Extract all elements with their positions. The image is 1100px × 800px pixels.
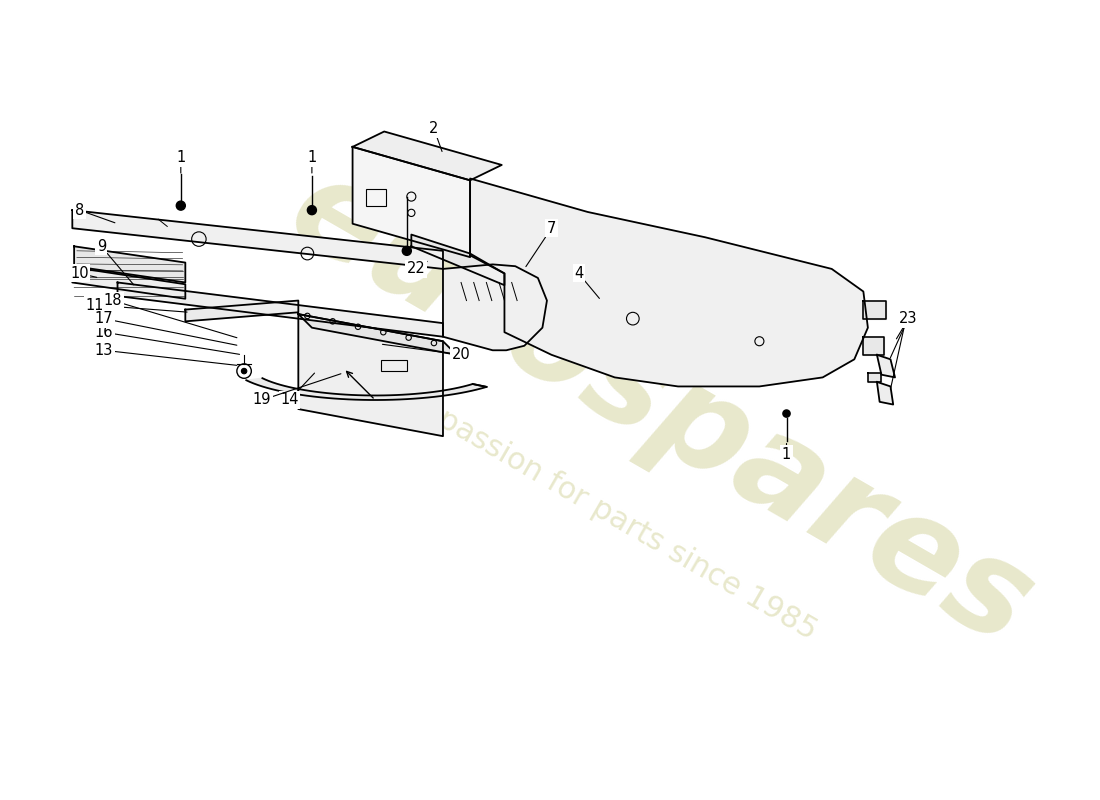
Text: 1: 1	[782, 443, 791, 462]
Polygon shape	[868, 373, 881, 382]
Text: 23: 23	[896, 311, 917, 339]
Bar	[382, 360, 407, 371]
Polygon shape	[185, 301, 298, 322]
Polygon shape	[246, 378, 486, 400]
Text: 16: 16	[95, 325, 240, 354]
Text: 19: 19	[253, 374, 341, 407]
Polygon shape	[73, 267, 185, 298]
Polygon shape	[298, 314, 456, 354]
Circle shape	[783, 410, 790, 417]
Text: 2: 2	[429, 122, 442, 151]
Text: 8: 8	[75, 202, 114, 222]
Text: 22: 22	[407, 262, 427, 277]
Polygon shape	[470, 178, 868, 386]
Text: 1: 1	[307, 150, 317, 173]
Polygon shape	[864, 337, 884, 354]
Text: 14: 14	[280, 373, 315, 407]
Text: 13: 13	[95, 342, 236, 366]
Polygon shape	[298, 314, 443, 436]
Circle shape	[241, 368, 246, 374]
Text: 9: 9	[97, 239, 134, 285]
Circle shape	[403, 246, 411, 255]
Text: 18: 18	[103, 293, 236, 338]
Text: 17: 17	[95, 311, 236, 346]
Polygon shape	[73, 210, 443, 269]
Circle shape	[176, 201, 185, 210]
Polygon shape	[877, 354, 895, 378]
Text: 1: 1	[176, 150, 186, 173]
Polygon shape	[74, 246, 185, 282]
Polygon shape	[877, 382, 893, 405]
Text: 10: 10	[70, 266, 97, 281]
Polygon shape	[411, 234, 505, 285]
Text: 4: 4	[574, 266, 600, 298]
Polygon shape	[118, 282, 443, 337]
Polygon shape	[353, 147, 470, 257]
Text: 7: 7	[526, 221, 557, 266]
Bar	[366, 190, 386, 206]
Polygon shape	[353, 131, 502, 180]
Text: eurospares: eurospares	[266, 146, 1053, 673]
Text: 11: 11	[86, 298, 187, 313]
Polygon shape	[864, 301, 886, 318]
Text: a passion for parts since 1985: a passion for parts since 1985	[408, 390, 822, 646]
Polygon shape	[443, 264, 547, 350]
Circle shape	[307, 206, 317, 214]
Text: 20: 20	[383, 344, 471, 362]
